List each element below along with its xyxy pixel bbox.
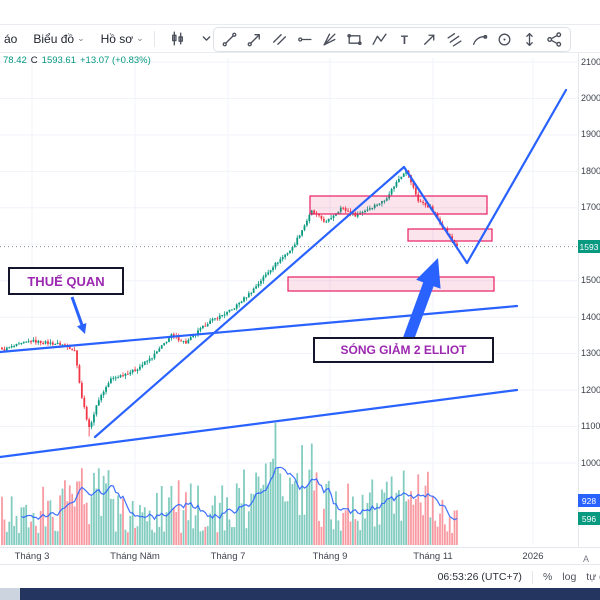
- circle-marker-icon[interactable]: [492, 29, 517, 50]
- clock-time[interactable]: 06:53:26 (UTC+7): [437, 571, 522, 583]
- low-value: 78.42: [3, 55, 27, 66]
- volume-badge: 596: [578, 512, 600, 525]
- menu-bieu-do[interactable]: Biểu đồ ⌄: [33, 32, 84, 46]
- price-info-line: 78.42 C 1593.61 +13.07 (+0.83%): [3, 55, 151, 66]
- bottom-strip-corner: [0, 588, 20, 600]
- close-value: 1593.61: [41, 55, 76, 66]
- elliot-wave-arrow[interactable]: [402, 258, 441, 342]
- log-scale-toggle[interactable]: log: [562, 571, 577, 583]
- trend-line-icon[interactable]: [217, 29, 242, 50]
- time-tick: 2026: [522, 551, 544, 562]
- time-tick: Tháng 3: [14, 551, 50, 562]
- menu-bao-cao[interactable]: áo: [4, 32, 17, 46]
- menu-ho-so-label: Hồ sơ: [100, 31, 134, 46]
- axis-corner-label: A: [583, 554, 590, 564]
- wave2-decline-line[interactable]: [402, 165, 469, 265]
- time-tick: Tháng 11: [413, 551, 453, 562]
- disjoint-channel-icon[interactable]: [442, 29, 467, 50]
- auto-scale-toggle[interactable]: tự đ: [586, 571, 600, 583]
- percent-scale-toggle[interactable]: %: [542, 571, 553, 583]
- measure-icon[interactable]: [517, 29, 542, 50]
- elliot-label[interactable]: SÓNG GIẢM 2 ELLIOT: [313, 337, 494, 363]
- trendline-steep[interactable]: [93, 165, 406, 439]
- svg-text:T: T: [401, 34, 408, 47]
- resistance-zone[interactable]: [309, 195, 488, 215]
- menu-bao-cao-label: áo: [4, 31, 18, 46]
- chevron-down-icon: ⌄: [77, 33, 85, 43]
- drawing-toolbar: T: [213, 27, 571, 52]
- zigzag-icon[interactable]: [367, 29, 392, 50]
- trend-arrow-icon[interactable]: [242, 29, 267, 50]
- share-icon[interactable]: [542, 29, 567, 50]
- bottom-strip: [0, 588, 600, 600]
- horizontal-ray-icon[interactable]: [292, 29, 317, 50]
- menu-ho-so[interactable]: Hồ sơ ⌄: [101, 32, 144, 46]
- channel-lower-line[interactable]: [0, 388, 519, 459]
- text-icon[interactable]: T: [392, 29, 417, 50]
- menu-bieu-do-label: Biểu đồ: [33, 31, 75, 46]
- price-axis[interactable]: [578, 53, 600, 547]
- chevron-down-icon[interactable]: [194, 28, 219, 49]
- thue-quan-arrowhead: [77, 323, 87, 334]
- rectangle-icon[interactable]: [342, 29, 367, 50]
- thue-quan-label[interactable]: THUẾ QUAN: [8, 267, 124, 295]
- status-bar: 06:53:26 (UTC+7) % log tự đ: [0, 564, 600, 589]
- arc-icon[interactable]: [467, 29, 492, 50]
- thue-quan-arrow[interactable]: [70, 296, 84, 326]
- current-price-badge: 1593: [578, 240, 600, 253]
- candlestick-style-icon[interactable]: [165, 28, 190, 49]
- channel-upper-line[interactable]: [0, 304, 519, 354]
- mid-zone[interactable]: [407, 228, 493, 242]
- status-divider: [531, 570, 533, 584]
- time-tick: Tháng Năm: [110, 551, 160, 562]
- main-menu: áo Biểu đồ ⌄ Hồ sơ ⌄: [4, 32, 144, 46]
- volume-ma-line: [21, 466, 458, 521]
- volume-ma-badge: 928: [578, 494, 600, 507]
- menu-separator: [153, 30, 155, 47]
- pitchfork-icon[interactable]: [317, 29, 342, 50]
- time-tick: Tháng 7: [210, 551, 246, 562]
- parallel-channel-icon[interactable]: [267, 29, 292, 50]
- time-axis[interactable]: Tháng 3 Tháng Năm Tháng 7 Tháng 9 Tháng 11 20…: [0, 547, 600, 565]
- wave3-projection-line[interactable]: [465, 88, 568, 265]
- topbar: áo Biểu đồ ⌄ Hồ sơ ⌄ T: [0, 24, 600, 53]
- support-zone[interactable]: [287, 276, 495, 292]
- time-tick: Tháng 9: [312, 551, 348, 562]
- arrow-marker-icon[interactable]: [417, 29, 442, 50]
- chevron-down-icon: ⌄: [136, 33, 144, 43]
- close-label: C: [30, 55, 38, 66]
- change-value: +13.07 (+0.83%): [80, 55, 151, 66]
